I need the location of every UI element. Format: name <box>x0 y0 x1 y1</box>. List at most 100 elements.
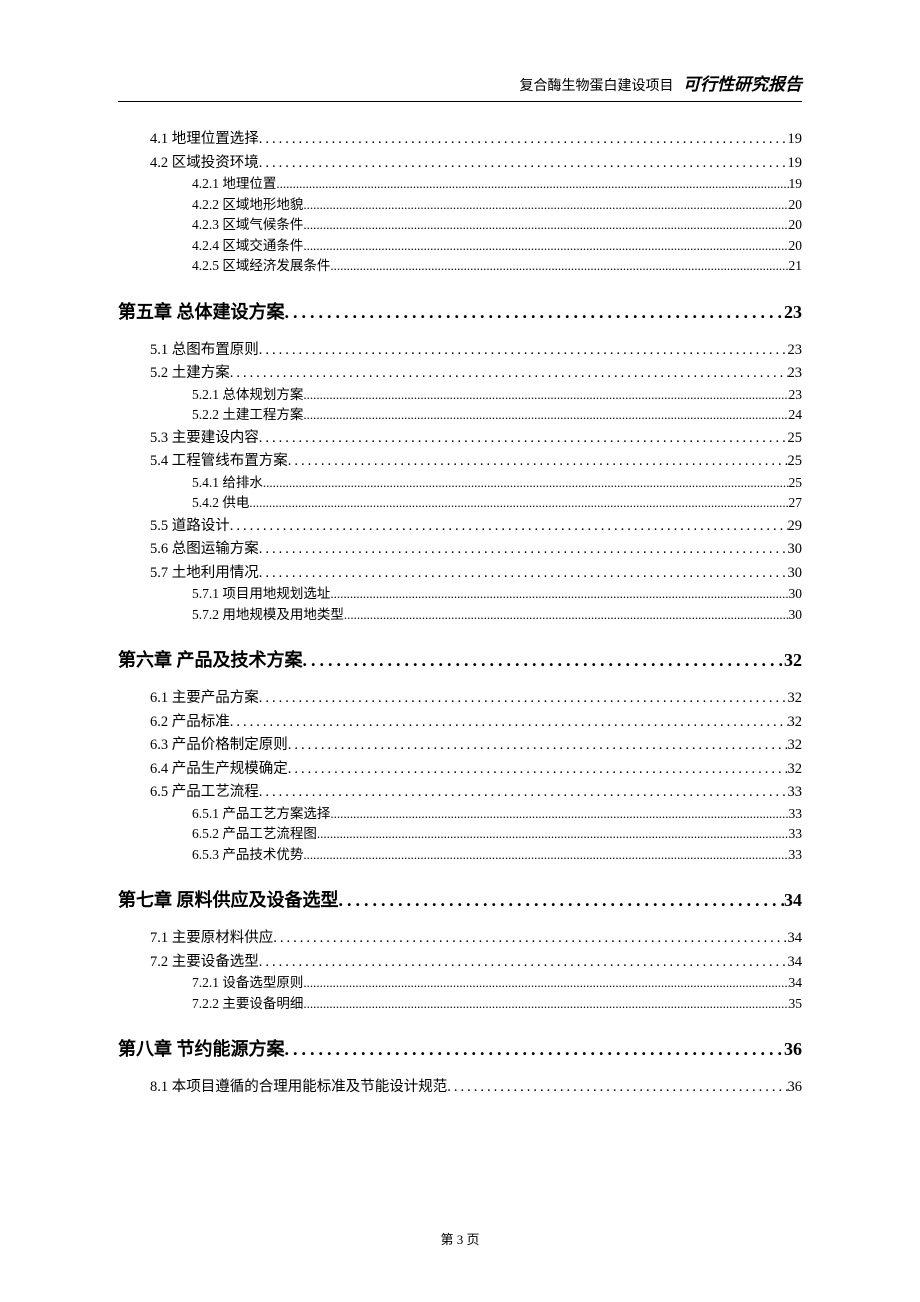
toc-leader-dots: ........................................… <box>303 997 788 1010</box>
toc-entry-section: 5.3 主要建设内容..............................… <box>150 431 802 446</box>
toc-leader-dots: ........................................… <box>288 762 788 777</box>
toc-page-number: 33 <box>789 848 803 862</box>
toc-entry-chapter: 第七章 原料供应及设备选型...........................… <box>118 891 802 909</box>
toc-entry-section: 6.5 产品工艺流程..............................… <box>150 785 802 800</box>
toc-entry-sub: 6.5.2 产品工艺流程图...........................… <box>192 827 802 841</box>
toc-entry-section: 7.1 主要原材料供应.............................… <box>150 931 802 946</box>
toc-leader-dots: ........................................… <box>330 259 788 272</box>
toc-label: 5.7.1 项目用地规划选址 <box>192 587 330 601</box>
toc-entry-section: 7.2 主要设备选型..............................… <box>150 955 802 970</box>
toc-page-number: 35 <box>789 997 803 1011</box>
toc-leader-dots: ........................................… <box>230 519 788 534</box>
toc-page-number: 33 <box>789 807 803 821</box>
toc-page-number: 25 <box>788 431 803 446</box>
toc-page-number: 23 <box>788 366 803 381</box>
toc-label: 6.5.2 产品工艺流程图 <box>192 827 317 841</box>
toc-leader-dots: ........................................… <box>303 408 788 421</box>
toc-entry-section: 5.1 总图布置原则..............................… <box>150 343 802 358</box>
toc-leader-dots: ........................................… <box>303 218 788 231</box>
toc-leader-dots: ........................................… <box>344 608 789 621</box>
toc-page-number: 19 <box>788 132 803 147</box>
toc-entry-sub: 4.2.3 区域气候条件............................… <box>192 218 802 232</box>
toc-page-number: 30 <box>788 566 803 581</box>
toc-entry-section: 4.1 地理位置选择..............................… <box>150 132 802 147</box>
toc-leader-dots: ........................................… <box>263 476 789 489</box>
project-name: 复合酶生物蛋白建设项目 <box>520 79 674 94</box>
toc-page-number: 32 <box>788 738 803 753</box>
toc-leader-dots: ........................................… <box>288 738 788 753</box>
document-page: 复合酶生物蛋白建设项目 可行性研究报告 4.1 地理位置选择..........… <box>0 0 920 1095</box>
toc-label: 6.5.1 产品工艺方案选择 <box>192 807 330 821</box>
toc-entry-sub: 5.7.1 项目用地规划选址..........................… <box>192 587 802 601</box>
toc-page-number: 32 <box>784 651 802 669</box>
toc-leader-dots: ........................................… <box>259 431 788 446</box>
toc-page-number: 25 <box>789 476 803 490</box>
toc-label: 6.2 产品标准 <box>150 715 230 730</box>
toc-leader-dots: ........................................… <box>259 566 788 581</box>
toc-entry-sub: 5.4.1 给排水...............................… <box>192 476 802 490</box>
toc-label: 6.5.3 产品技术优势 <box>192 848 303 862</box>
toc-label: 5.7.2 用地规模及用地类型 <box>192 608 344 622</box>
toc-label: 6.5 产品工艺流程 <box>150 785 259 800</box>
toc-page-number: 33 <box>789 827 803 841</box>
page-footer: 第 3 页 <box>0 1229 920 1248</box>
toc-entry-sub: 5.2.2 土建工程方案............................… <box>192 408 802 422</box>
toc-label: 7.1 主要原材料供应 <box>150 931 273 946</box>
toc-entry-chapter: 第六章 产品及技术方案.............................… <box>118 651 802 669</box>
toc-page-number: 23 <box>784 303 802 321</box>
toc-label: 5.4.1 给排水 <box>192 476 263 490</box>
toc-page-number: 32 <box>788 691 803 706</box>
toc-leader-dots: ........................................… <box>259 691 788 706</box>
toc-leader-dots: ........................................… <box>259 132 788 147</box>
toc-entry-sub: 7.2.1 设备选型原则............................… <box>192 976 802 990</box>
toc-entry-sub: 4.2.2 区域地形地貌............................… <box>192 198 802 212</box>
toc-label: 6.3 产品价格制定原则 <box>150 738 288 753</box>
table-of-contents: 4.1 地理位置选择..............................… <box>118 132 802 1095</box>
toc-label: 5.3 主要建设内容 <box>150 431 259 446</box>
toc-page-number: 19 <box>789 177 803 191</box>
toc-entry-sub: 5.4.2 供电................................… <box>192 496 802 510</box>
toc-page-number: 20 <box>789 198 803 212</box>
toc-label: 第八章 节约能源方案 <box>118 1040 285 1058</box>
toc-label: 5.2.1 总体规划方案 <box>192 388 303 402</box>
toc-label: 5.7 土地利用情况 <box>150 566 259 581</box>
toc-label: 4.2 区域投资环境 <box>150 156 259 171</box>
toc-page-number: 23 <box>789 388 803 402</box>
toc-entry-section: 6.2 产品标准................................… <box>150 715 802 730</box>
toc-label: 6.1 主要产品方案 <box>150 691 259 706</box>
toc-entry-sub: 7.2.2 主要设备明细............................… <box>192 997 802 1011</box>
toc-page-number: 36 <box>784 1040 802 1058</box>
toc-label: 4.1 地理位置选择 <box>150 132 259 147</box>
toc-leader-dots: ........................................… <box>230 366 788 381</box>
toc-entry-sub: 6.5.3 产品技术优势............................… <box>192 848 802 862</box>
toc-leader-dots: ........................................… <box>288 454 788 469</box>
toc-page-number: 32 <box>788 762 803 777</box>
toc-leader-dots: ........................................… <box>259 955 788 970</box>
toc-leader-dots: ........................................… <box>330 807 788 820</box>
toc-leader-dots: ........................................… <box>330 587 788 600</box>
toc-label: 5.1 总图布置原则 <box>150 343 259 358</box>
toc-entry-section: 6.1 主要产品方案..............................… <box>150 691 802 706</box>
toc-page-number: 20 <box>789 239 803 253</box>
toc-label: 7.2.2 主要设备明细 <box>192 997 303 1011</box>
toc-entry-sub: 6.5.1 产品工艺方案选择..........................… <box>192 807 802 821</box>
toc-leader-dots: ........................................… <box>230 715 788 730</box>
toc-leader-dots: ........................................… <box>273 931 787 946</box>
toc-label: 第六章 产品及技术方案 <box>118 651 303 669</box>
toc-leader-dots: ........................................… <box>303 848 788 861</box>
toc-leader-dots: ........................................… <box>249 496 788 509</box>
toc-entry-section: 4.2 区域投资环境..............................… <box>150 156 802 171</box>
toc-leader-dots: ........................................… <box>339 891 785 909</box>
toc-label: 4.2.5 区域经济发展条件 <box>192 259 330 273</box>
toc-entry-section: 5.6 总图运输方案..............................… <box>150 542 802 557</box>
toc-leader-dots: ........................................… <box>303 388 788 401</box>
toc-page-number: 34 <box>788 955 803 970</box>
toc-entry-sub: 4.2.4 区域交通条件............................… <box>192 239 802 253</box>
toc-page-number: 34 <box>784 891 802 909</box>
toc-label: 4.2.3 区域气候条件 <box>192 218 303 232</box>
toc-leader-dots: ........................................… <box>303 651 785 669</box>
toc-page-number: 24 <box>789 408 803 422</box>
toc-leader-dots: ........................................… <box>317 827 789 840</box>
toc-label: 5.2.2 土建工程方案 <box>192 408 303 422</box>
toc-label: 4.2.2 区域地形地貌 <box>192 198 303 212</box>
